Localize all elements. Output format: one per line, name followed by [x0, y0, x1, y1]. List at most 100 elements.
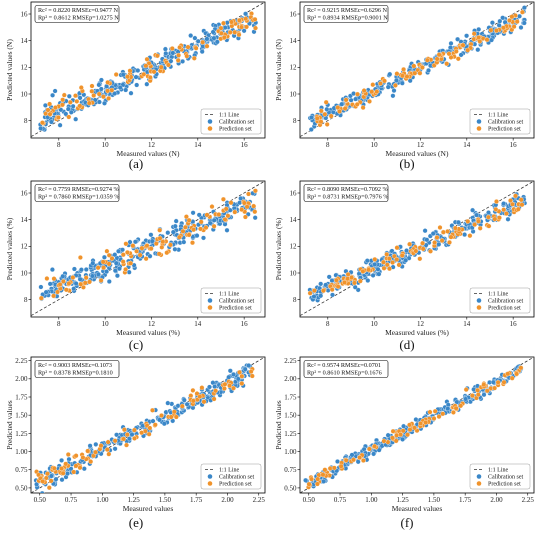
- chart-panel-4: 8 10 12 14 16 8 10 12 14 16 Measured values (%) Pre…: [274, 180, 535, 352]
- prediction-point: [513, 193, 518, 199]
- prediction-point: [221, 34, 227, 40]
- prediction-point: [52, 105, 58, 111]
- legend-box: [200, 287, 262, 314]
- calibration-point: [326, 274, 332, 280]
- prediction-point: [237, 369, 243, 375]
- calibration-point: [385, 84, 391, 90]
- calibration-point: [355, 459, 361, 465]
- calibration-point: [204, 36, 210, 42]
- stats-box: [34, 360, 120, 378]
- calibration-point: [50, 92, 56, 98]
- prediction-point: [246, 191, 251, 197]
- prediction-point: [374, 89, 380, 95]
- y-tick-label: 16: [21, 189, 29, 197]
- calibration-point: [309, 114, 315, 120]
- prediction-point: [143, 63, 149, 69]
- calibration-point: [117, 85, 123, 91]
- calibration-point: [400, 436, 406, 442]
- prediction-point: [73, 463, 79, 469]
- calibration-point: [303, 477, 309, 483]
- calibration-point: [83, 267, 89, 272]
- prediction-point: [152, 422, 158, 428]
- prediction-point: [309, 476, 314, 482]
- prediction-point: [343, 457, 349, 463]
- prediction-point: [404, 74, 410, 80]
- prediction-point: [59, 466, 65, 472]
- prediction-point: [493, 206, 499, 212]
- prediction-point: [307, 290, 313, 296]
- x-tick-label: 0.75: [65, 496, 78, 504]
- prediction-point: [77, 103, 83, 109]
- chart-panel-6: 0.50 0.75 1.00 1.25 1.50 1.75 2.00 2.25 0.50 0.75…: [274, 356, 535, 530]
- prediction-point: [387, 266, 392, 272]
- x-tick-label: 8: [57, 141, 61, 149]
- prediction-point: [509, 14, 515, 20]
- y-tick-label: 1.00: [15, 448, 28, 456]
- prediction-point: [232, 29, 238, 35]
- calibration-point: [517, 13, 522, 19]
- panel-label: (f): [401, 515, 414, 530]
- legend-box: [469, 287, 531, 314]
- calibration-point: [252, 215, 258, 221]
- prediction-point: [381, 259, 386, 265]
- chart-panel-2: 8 10 12 14 16 8 10 12 14 16 Measured values (N) Pre…: [274, 1, 535, 171]
- calibration-point: [89, 273, 95, 279]
- y-tick-label: 12: [290, 243, 298, 251]
- prediction-point: [112, 438, 118, 444]
- calibration-point: [184, 401, 190, 407]
- calibration-point: [181, 397, 187, 403]
- prediction-point: [252, 188, 258, 194]
- prediction-point: [432, 240, 438, 246]
- prediction-point: [357, 455, 363, 461]
- prediction-point: [509, 375, 515, 381]
- calibration-point: [321, 478, 327, 484]
- prediction-point: [329, 287, 335, 293]
- calibration-point: [101, 254, 107, 260]
- calibration-point: [390, 93, 396, 99]
- prediction-point: [436, 52, 442, 58]
- prediction-point: [453, 48, 459, 54]
- calibration-point: [165, 230, 171, 236]
- prediction-point: [475, 218, 481, 224]
- stats-line: Rc² = 0.7759 RMSEc=0.9274 %: [38, 186, 119, 193]
- y-tick-label: 8: [293, 296, 297, 304]
- prediction-point: [153, 241, 159, 247]
- prediction-point: [228, 200, 234, 206]
- prediction-point: [66, 114, 72, 120]
- prediction-point: [222, 216, 228, 222]
- calibration-point: [226, 374, 232, 380]
- prediction-point: [244, 204, 250, 210]
- y-tick-label: 12: [21, 243, 29, 251]
- calibration-point: [474, 212, 480, 218]
- prediction-point: [139, 245, 145, 251]
- prediction-point: [209, 204, 215, 210]
- legend-entry: Prediction set: [488, 482, 521, 488]
- prediction-point: [412, 70, 418, 76]
- prediction-point: [186, 232, 192, 238]
- prediction-point: [221, 20, 226, 26]
- y-axis-label: Predicted values (%): [5, 217, 14, 280]
- calibration-point: [211, 217, 217, 223]
- calibration-point: [63, 111, 69, 117]
- calibration-point: [161, 421, 167, 427]
- y-tick-label: 16: [290, 10, 298, 18]
- x-tick-label: 1.25: [396, 496, 409, 504]
- prediction-point: [47, 111, 53, 117]
- x-tick-label: 2.00: [490, 496, 503, 504]
- y-tick-label: 8: [24, 117, 28, 125]
- legend-calibration-swatch: [476, 474, 482, 479]
- calibration-point: [38, 125, 44, 131]
- prediction-point: [213, 388, 219, 394]
- prediction-point: [128, 260, 134, 266]
- y-tick-label: 12: [290, 64, 298, 72]
- legend-prediction-swatch: [476, 481, 482, 486]
- calibration-point: [113, 260, 119, 266]
- calibration-point: [376, 447, 382, 453]
- prediction-point: [393, 438, 399, 444]
- prediction-point: [519, 202, 525, 208]
- calibration-point: [214, 39, 220, 45]
- stats-line: Rp² = 0.8378 RMSEp=0.1810: [38, 370, 113, 377]
- prediction-point: [164, 250, 170, 256]
- plot-area: [300, 2, 534, 138]
- calibration-point: [170, 229, 176, 235]
